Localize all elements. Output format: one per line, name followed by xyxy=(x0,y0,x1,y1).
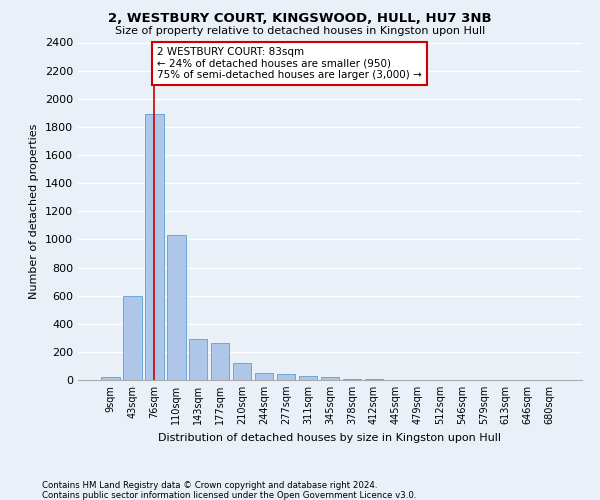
Bar xyxy=(101,377,119,380)
Bar xyxy=(233,363,251,380)
Text: Contains HM Land Registry data © Crown copyright and database right 2024.: Contains HM Land Registry data © Crown c… xyxy=(42,481,377,490)
Bar xyxy=(189,339,208,380)
Text: 2 WESTBURY COURT: 83sqm
← 24% of detached houses are smaller (950)
75% of semi-d: 2 WESTBURY COURT: 83sqm ← 24% of detache… xyxy=(157,46,422,80)
Text: Size of property relative to detached houses in Kingston upon Hull: Size of property relative to detached ho… xyxy=(115,26,485,36)
Bar xyxy=(123,296,142,380)
Bar xyxy=(211,344,229,380)
X-axis label: Distribution of detached houses by size in Kingston upon Hull: Distribution of detached houses by size … xyxy=(158,432,502,442)
Bar xyxy=(277,374,295,380)
Text: 2, WESTBURY COURT, KINGSWOOD, HULL, HU7 3NB: 2, WESTBURY COURT, KINGSWOOD, HULL, HU7 … xyxy=(108,12,492,26)
Text: Contains public sector information licensed under the Open Government Licence v3: Contains public sector information licen… xyxy=(42,491,416,500)
Bar xyxy=(145,114,164,380)
Y-axis label: Number of detached properties: Number of detached properties xyxy=(29,124,40,299)
Bar xyxy=(167,235,185,380)
Bar xyxy=(255,373,274,380)
Bar xyxy=(343,378,361,380)
Bar xyxy=(320,377,340,380)
Bar xyxy=(299,376,317,380)
